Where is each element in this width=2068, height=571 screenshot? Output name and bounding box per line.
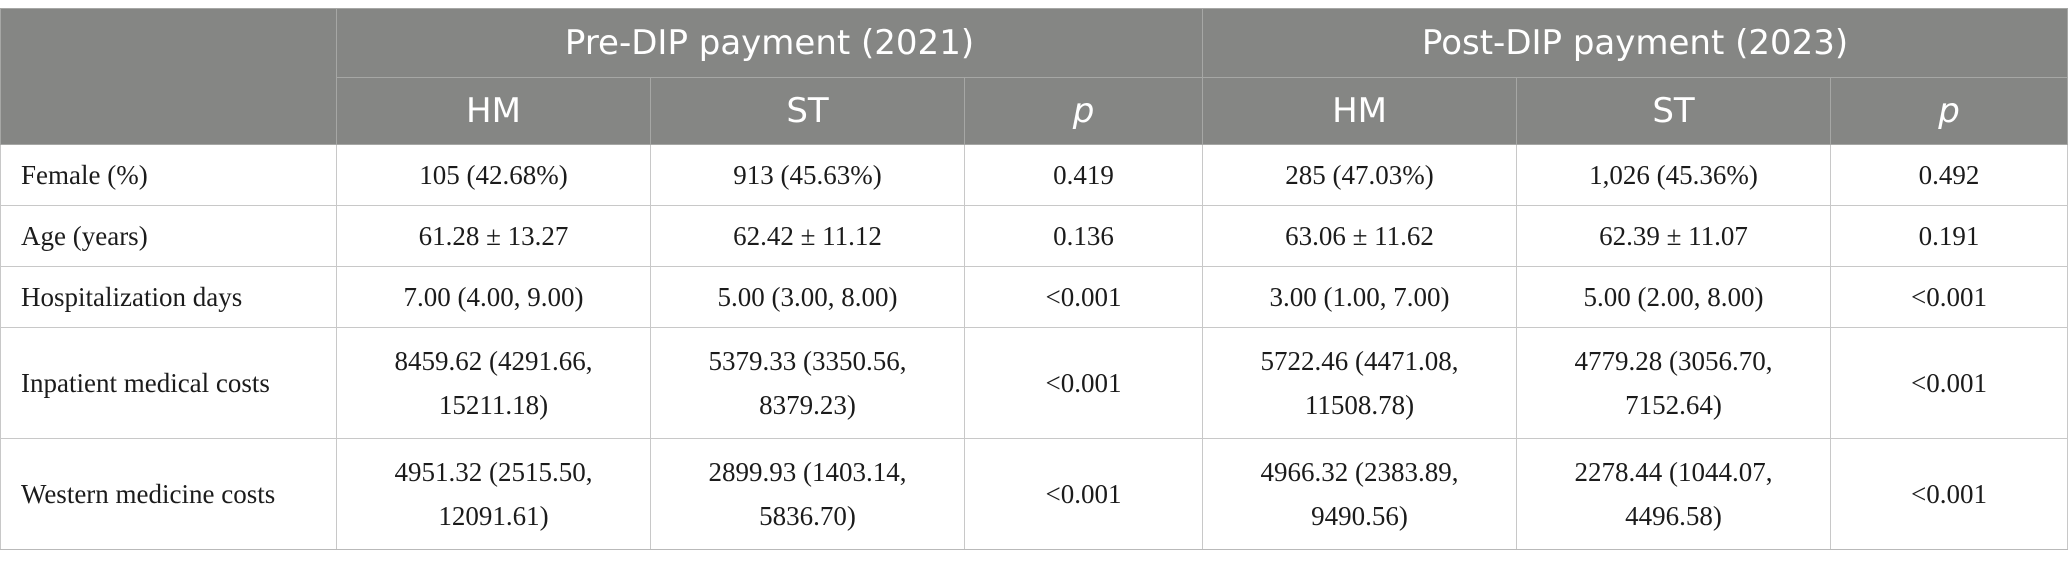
table-cell: <0.001 [963,438,1204,550]
table-cell: 0.191 [1830,205,2068,267]
table-cell: 0.136 [963,205,1204,267]
header-corner-cell [0,8,337,145]
cell-line: 8379.23) [759,390,856,420]
header-p-post: p [1830,77,2068,145]
header-group-pre: Pre-DIP payment (2021) [335,8,1204,78]
table-cell: <0.001 [1830,438,2068,550]
table-row: Age (years) 61.28 ± 13.27 62.42 ± 11.12 … [0,205,2068,267]
cell-line: 5379.33 (3350.56, [708,346,907,376]
table-cell: 8459.62 (4291.66, 15211.18) [336,327,651,439]
table-cell: 7.00 (4.00, 9.00) [336,266,651,328]
table-cell: 5.00 (2.00, 8.00) [1516,266,1832,328]
table-cell: 62.42 ± 11.12 [650,205,965,267]
table-cell: <0.001 [1830,327,2068,439]
cell-line: 2899.93 (1403.14, [708,457,907,487]
table-cell: <0.001 [1830,266,2068,328]
table-cell: 2278.44 (1044.07, 4496.58) [1516,438,1832,550]
header-group-post: Post-DIP payment (2023) [1202,8,2068,78]
table-cell: 913 (45.63%) [650,144,965,206]
cell-line: 11508.78) [1304,390,1415,420]
header-group-row: Pre-DIP payment (2021) Post-DIP payment … [0,8,2068,145]
table-cell: 5379.33 (3350.56, 8379.23) [650,327,965,439]
data-table: Pre-DIP payment (2021) Post-DIP payment … [0,8,2068,550]
cell-line: 2278.44 (1044.07, [1574,457,1773,487]
table-cell: <0.001 [963,327,1204,439]
cell-line: 4951.32 (2515.50, [394,457,593,487]
table-cell: 1,026 (45.36%) [1516,144,1832,206]
table-cell: 61.28 ± 13.27 [336,205,651,267]
header-st-post: ST [1516,77,1832,145]
table-cell: 4779.28 (3056.70, 7152.64) [1516,327,1832,439]
table-cell: 285 (47.03%) [1202,144,1518,206]
cell-line: 12091.61) [438,501,549,531]
table-cell: 0.492 [1830,144,2068,206]
cell-line: 15211.18) [438,390,549,420]
table-cell: 5722.46 (4471.08, 11508.78) [1202,327,1518,439]
table-cell: <0.001 [963,266,1204,328]
row-label: Hospitalization days [0,266,337,328]
table-cell: 63.06 ± 11.62 [1202,205,1518,267]
row-label: Age (years) [0,205,337,267]
table-row: Western medicine costs 4951.32 (2515.50,… [0,438,2068,550]
header-hm-pre: HM [336,77,651,145]
cell-line: 5722.46 (4471.08, [1260,346,1459,376]
cell-line: 7152.64) [1625,390,1722,420]
cell-line: 9490.56) [1311,501,1408,531]
row-label: Inpatient medical costs [0,327,337,439]
cell-line: 4779.28 (3056.70, [1574,346,1773,376]
table-cell: 62.39 ± 11.07 [1516,205,1832,267]
header-sub-row: HM ST p HM ST p [1,77,2068,145]
cell-line: 5836.70) [759,501,856,531]
table-cell: 4966.32 (2383.89, 9490.56) [1202,438,1518,550]
cell-line: 8459.62 (4291.66, [394,346,593,376]
table-cell: 3.00 (1.00, 7.00) [1202,266,1518,328]
header-hm-post: HM [1202,77,1518,145]
header-st-pre: ST [650,77,965,145]
table-row: Female (%) 105 (42.68%) 913 (45.63%) 0.4… [0,144,2068,206]
table-cell: 0.419 [963,144,1204,206]
header-p-pre: p [963,77,1204,145]
table-cell: 4951.32 (2515.50, 12091.61) [336,438,651,550]
table-row: Inpatient medical costs 8459.62 (4291.66… [0,327,2068,439]
cell-line: 4966.32 (2383.89, [1260,457,1459,487]
row-label: Female (%) [0,144,337,206]
table-row: Hospitalization days 7.00 (4.00, 9.00) 5… [0,266,2068,328]
table-cell: 2899.93 (1403.14, 5836.70) [650,438,965,550]
row-label: Western medicine costs [0,438,337,550]
cell-line: 4496.58) [1625,501,1722,531]
table-cell: 105 (42.68%) [336,144,651,206]
table-cell: 5.00 (3.00, 8.00) [650,266,965,328]
